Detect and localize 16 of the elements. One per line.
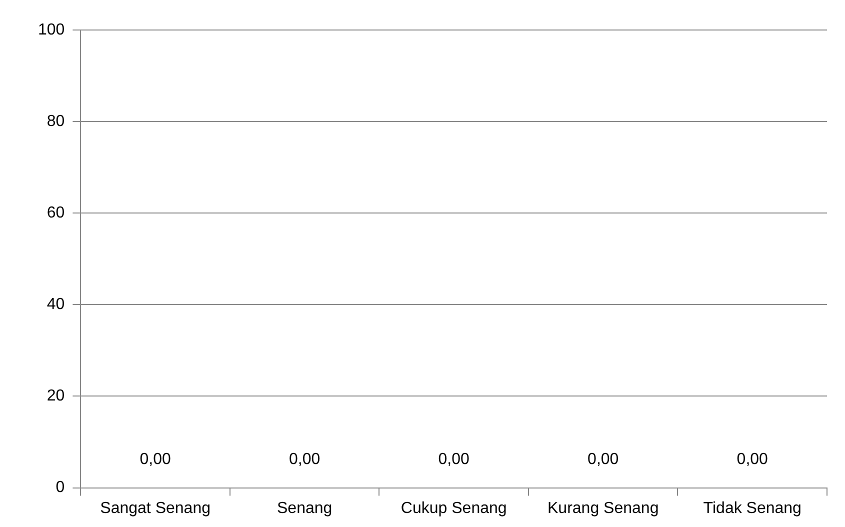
y-tick-label: 80	[46, 112, 65, 130]
data-label: 0,00	[289, 451, 320, 468]
data-label: 0,00	[736, 451, 768, 468]
y-tick-label: 0	[56, 479, 65, 496]
y-tick-label: 40	[46, 296, 65, 314]
x-tick-label: Senang	[277, 500, 332, 517]
y-tick-label: 100	[38, 21, 65, 38]
x-tick-label: Cukup Senang	[400, 500, 507, 517]
x-tick-label: Tidak Senang	[703, 500, 802, 517]
y-tick-label: 20	[46, 388, 65, 405]
x-tick-label: Sangat Senang	[100, 500, 210, 517]
x-tick-label: Kurang Senang	[548, 500, 659, 517]
data-label: 0,00	[588, 451, 619, 468]
y-tick-label: 60	[46, 204, 65, 222]
data-label: 0,00	[438, 451, 470, 468]
data-label: 0,00	[140, 451, 171, 468]
